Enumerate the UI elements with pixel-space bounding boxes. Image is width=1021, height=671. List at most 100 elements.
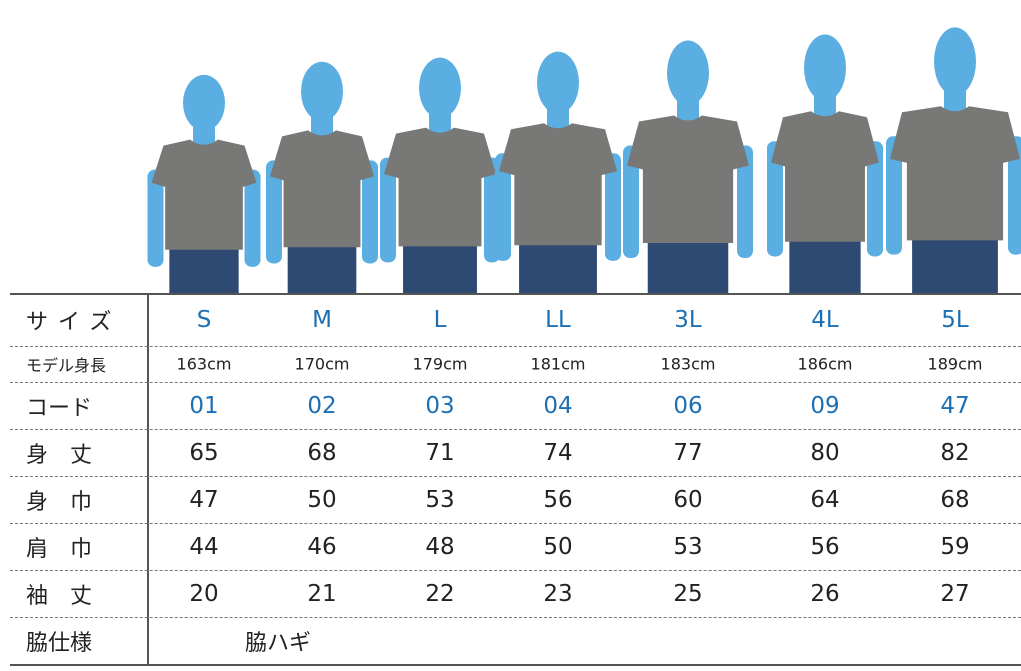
cell: 181cm <box>530 354 586 374</box>
cell: 82 <box>940 439 970 466</box>
cell: S <box>196 306 212 333</box>
row-line <box>10 476 1021 477</box>
figure-part <box>384 127 496 247</box>
row-label: サイズ <box>26 309 122 335</box>
figure-part <box>287 243 357 293</box>
figure-part <box>301 61 343 122</box>
figure-part <box>627 115 749 243</box>
cell: 64 <box>810 486 840 513</box>
row-label: 身 丈 <box>26 442 93 468</box>
figure-part <box>667 40 709 106</box>
cell: 71 <box>425 439 455 466</box>
cell: 179cm <box>412 354 468 374</box>
cell: 21 <box>307 580 337 607</box>
figure-part <box>419 57 461 119</box>
cell: 56 <box>543 486 573 513</box>
cell: 47 <box>189 486 219 513</box>
cell: 26 <box>810 580 840 607</box>
row-label: 袖 丈 <box>26 583 93 609</box>
figure-part <box>737 145 753 258</box>
cell: 02 <box>307 392 337 419</box>
cell: 77 <box>673 439 703 466</box>
figure-part <box>147 169 164 267</box>
cell: 4L <box>811 306 839 333</box>
cell: L <box>433 306 447 333</box>
figure-part <box>169 245 239 293</box>
row-label: 身 巾 <box>26 489 93 515</box>
figure-part <box>623 145 639 258</box>
cell: 80 <box>810 439 840 466</box>
figure-part <box>270 130 374 248</box>
figure-part <box>519 241 597 293</box>
cell: 04 <box>543 392 573 419</box>
figure-part <box>183 74 225 131</box>
cell: LL <box>545 306 571 333</box>
cell: 3L <box>674 306 702 333</box>
column-divider <box>147 293 149 664</box>
cell: 44 <box>189 533 219 560</box>
figure-part <box>771 111 879 242</box>
cell: 09 <box>810 392 840 419</box>
cell: 5L <box>941 306 969 333</box>
row-line <box>10 664 1021 666</box>
model-figures <box>147 27 1021 293</box>
row-line <box>10 523 1021 524</box>
cell: 47 <box>940 392 970 419</box>
figure-part <box>890 106 1020 241</box>
row-line <box>10 293 1021 295</box>
cell: 68 <box>307 439 337 466</box>
figure-part <box>499 123 617 246</box>
cell: 163cm <box>176 354 232 374</box>
row-label: モデル身長 <box>26 356 107 375</box>
cell: 06 <box>673 392 703 419</box>
cell: 74 <box>543 439 573 466</box>
figure-part <box>151 139 257 250</box>
cell: 01 <box>189 392 219 419</box>
figure-part <box>537 51 579 114</box>
figure-part <box>912 236 998 293</box>
cell: 53 <box>425 486 455 513</box>
cell: 183cm <box>660 354 716 374</box>
cell: 189cm <box>927 354 983 374</box>
row-line <box>10 570 1021 571</box>
row-label: 脇仕様 <box>26 630 93 656</box>
row-line <box>10 346 1021 347</box>
figure-part <box>362 160 378 264</box>
figure-part <box>244 169 261 267</box>
figure-part <box>867 141 883 257</box>
figure-part <box>886 136 902 255</box>
figure-part <box>495 153 511 261</box>
cell: 46 <box>307 533 337 560</box>
cell: 22 <box>425 580 455 607</box>
figure-part <box>1008 136 1021 255</box>
cell: 59 <box>940 533 970 560</box>
cell: 186cm <box>797 354 853 374</box>
row-line <box>10 429 1021 430</box>
figure-part <box>934 27 976 96</box>
figure-part <box>767 141 783 257</box>
row-label: 肩 巾 <box>26 536 93 562</box>
figure-part <box>605 153 621 261</box>
cell: M <box>312 306 332 333</box>
cell: 50 <box>543 533 573 560</box>
cell: 68 <box>940 486 970 513</box>
row-line <box>10 617 1021 618</box>
cell: 65 <box>189 439 219 466</box>
row-label: コード <box>26 395 93 421</box>
cell: 48 <box>425 533 455 560</box>
cell: 03 <box>425 392 455 419</box>
cell: 20 <box>189 580 219 607</box>
figure-part <box>647 239 729 293</box>
row-line <box>10 382 1021 383</box>
cell: 23 <box>543 580 573 607</box>
figure-part <box>804 34 846 101</box>
cell: 60 <box>673 486 703 513</box>
cell: 25 <box>673 580 703 607</box>
cell: 27 <box>940 580 970 607</box>
figure-part <box>789 237 861 293</box>
figure-part <box>380 157 396 263</box>
cell: 56 <box>810 533 840 560</box>
figure-part <box>266 160 282 264</box>
